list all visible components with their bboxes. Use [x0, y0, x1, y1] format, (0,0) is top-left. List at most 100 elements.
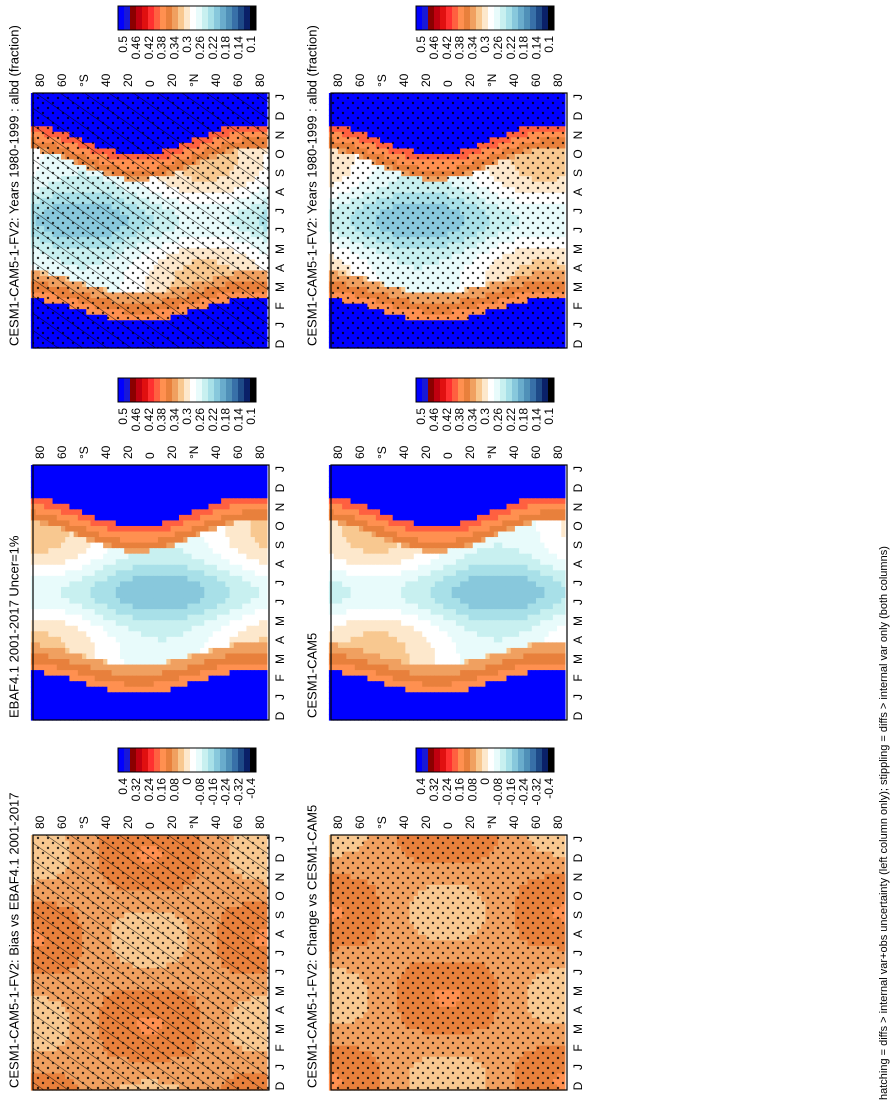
- colorbar-tick-label: 0.42: [440, 36, 454, 60]
- colorbar-swatch: [476, 6, 483, 30]
- heatmap: [328, 92, 568, 349]
- colorbar-swatch: [548, 6, 555, 30]
- colorbar-tick-label: 0.18: [219, 36, 233, 60]
- colorbar-swatch: [148, 6, 155, 30]
- colorbar-swatch: [250, 6, 257, 30]
- lat-tick-label: 20: [165, 73, 179, 87]
- colorbar-tick-label: 0.3: [180, 36, 194, 53]
- month-tick-label: J: [273, 322, 287, 328]
- colorbar-tick-label: 0.22: [504, 36, 518, 60]
- month-tick-label: F: [273, 302, 287, 309]
- colorbar-tick-label: 0.42: [142, 36, 156, 60]
- lat-tick-label: 80: [33, 73, 47, 87]
- lat-tick-label: 40: [209, 73, 223, 87]
- colorbar-swatch: [238, 6, 245, 30]
- panel-left-top: 0.50.460.420.380.340.30.260.220.180.140.…: [6, 5, 287, 349]
- colorbar-swatch: [172, 6, 179, 30]
- lat-tick-label: 60: [55, 73, 69, 87]
- colorbar-tick-label: 0.1: [244, 36, 258, 53]
- month-tick-label: A: [273, 188, 287, 196]
- colorbar-tick-label: 0.14: [231, 36, 245, 60]
- colorbar-swatch: [440, 6, 447, 30]
- colorbar-tick-label: 0.34: [167, 36, 181, 60]
- colorbar-swatch: [196, 6, 203, 30]
- month-tick-label: M: [273, 282, 287, 292]
- colorbar-swatch: [446, 6, 453, 30]
- colorbar-swatch: [118, 6, 125, 30]
- colorbar-swatch: [428, 6, 435, 30]
- colorbar-frame: [415, 5, 555, 31]
- month-tick-label: J: [273, 208, 287, 214]
- colorbar-swatch: [166, 6, 173, 30]
- month-tick-label: S: [273, 169, 287, 177]
- colorbar-tick-label: 0.38: [155, 36, 169, 60]
- colorbar-tick-label: 0.14: [529, 36, 543, 60]
- colorbar-swatch: [178, 6, 185, 30]
- month-tick-label: J: [273, 227, 287, 233]
- colorbar-tick-label: 0.22: [206, 36, 220, 60]
- lat-tick-label: °S: [77, 74, 91, 87]
- colorbar-tick-label: 0.3: [478, 36, 492, 53]
- month-tick-label: D: [273, 339, 287, 348]
- colorbar-swatch: [518, 6, 525, 30]
- colorbar-swatch: [524, 6, 531, 30]
- colorbar-swatch: [458, 6, 465, 30]
- month-tick-label: J: [273, 94, 287, 100]
- lat-tick-label: °N: [187, 74, 201, 87]
- colorbar-swatch: [184, 6, 191, 30]
- lat-tick-label: 40: [99, 73, 113, 87]
- colorbar-swatch: [202, 6, 209, 30]
- colorbar-swatch: [482, 6, 489, 30]
- colorbar-swatch: [232, 6, 239, 30]
- colorbar-swatch: [536, 6, 543, 30]
- colorbar-tick-label: 0.38: [453, 36, 467, 60]
- colorbar-swatch: [512, 6, 519, 30]
- colorbar-tick-label: 0.18: [517, 36, 531, 60]
- colorbar-swatch: [470, 6, 477, 30]
- colorbar-swatch: [154, 6, 161, 30]
- stipple-overlay: [33, 93, 269, 348]
- colorbar-swatch: [488, 6, 495, 30]
- lat-tick-label: 60: [231, 73, 245, 87]
- colorbar-swatch: [190, 6, 197, 30]
- colorbar-swatch: [220, 6, 227, 30]
- panel-right-top: 0.50.460.420.380.340.30.260.220.180.140.…: [304, 5, 585, 349]
- colorbar-swatch: [500, 6, 507, 30]
- colorbar-swatch: [214, 6, 221, 30]
- colorbar-swatch: [160, 6, 167, 30]
- colorbar-swatch: [130, 6, 137, 30]
- colorbar-tick-label: 0.26: [193, 36, 207, 60]
- colorbar-tick-label: 0.5: [414, 36, 428, 53]
- colorbar-swatch: [226, 6, 233, 30]
- plot-frame: [32, 92, 270, 349]
- colorbar-swatch: [542, 6, 549, 30]
- month-tick-label: N: [273, 131, 287, 140]
- heatmap: [30, 92, 270, 349]
- colorbar-frame: [117, 5, 257, 31]
- lat-tick-label: 20: [121, 73, 135, 87]
- colorbar-tick-label: 0.34: [465, 36, 479, 60]
- lat-tick-label: 0: [143, 80, 157, 87]
- month-tick-label: D: [273, 111, 287, 120]
- colorbar-swatch: [416, 6, 423, 30]
- month-tick-label: M: [273, 244, 287, 254]
- colorbar-tick-label: 0.5: [116, 36, 130, 53]
- colorbar-swatch: [464, 6, 471, 30]
- colorbar-tick-label: 0.46: [129, 36, 143, 60]
- colorbar-swatch: [506, 6, 513, 30]
- colorbar: 0.50.460.420.380.340.30.260.220.180.140.…: [116, 5, 258, 60]
- month-tick-label: O: [273, 149, 287, 158]
- colorbar-swatch: [422, 6, 429, 30]
- colorbar-swatch: [452, 6, 459, 30]
- colorbar-swatch: [530, 6, 537, 30]
- colorbar-swatch: [142, 6, 149, 30]
- colorbar-swatch: [124, 6, 131, 30]
- panel-title: CESM1-CAM5-1-FV2: Years 1980-1999 : albd…: [6, 25, 21, 346]
- month-tick-label: A: [273, 264, 287, 272]
- colorbar-swatch: [494, 6, 501, 30]
- colorbar-tick-label: 0.26: [491, 36, 505, 60]
- colorbar: 0.50.460.420.380.340.30.260.220.180.140.…: [414, 5, 556, 60]
- colorbar-swatch: [244, 6, 251, 30]
